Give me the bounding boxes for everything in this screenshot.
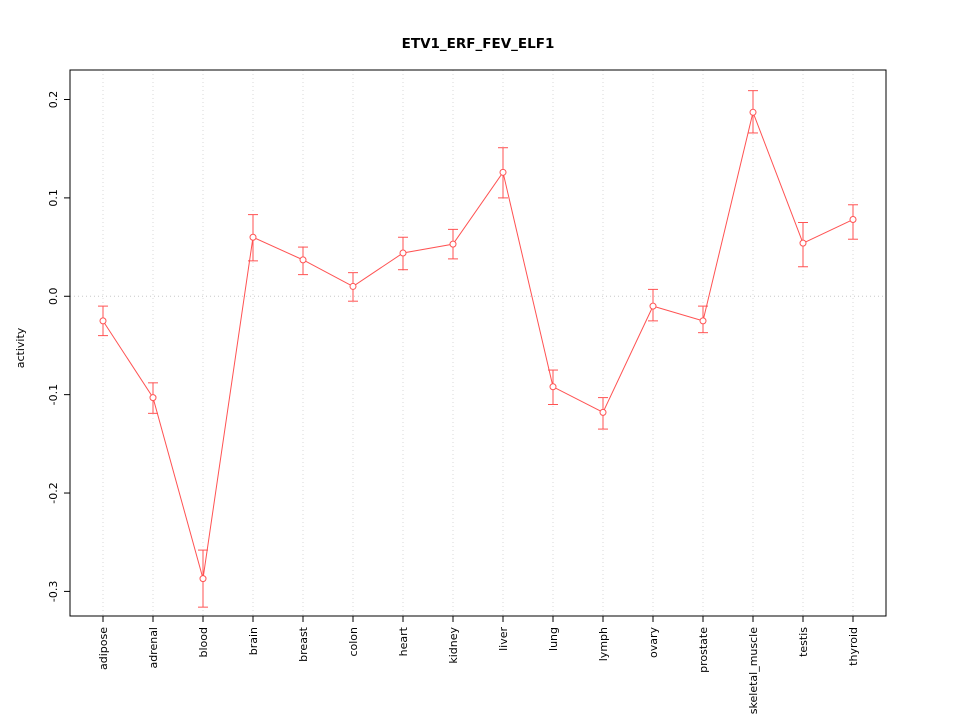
y-tick-label: -0.2 <box>47 482 60 503</box>
x-tick-label: liver <box>497 627 510 651</box>
y-tick-label: 0.1 <box>47 189 60 207</box>
y-axis-title-text: activity <box>14 327 27 369</box>
x-tick-label: blood <box>197 627 210 657</box>
x-tick-label: adipose <box>97 627 110 670</box>
x-tick-label: adrenal <box>147 627 160 669</box>
y-tick-label: -0.3 <box>47 581 60 602</box>
x-tick-label: breast <box>297 626 310 662</box>
data-point <box>399 249 407 257</box>
data-point <box>99 317 107 325</box>
x-tick-label: lymph <box>597 627 610 661</box>
data-point <box>799 239 807 247</box>
x-tick-label: skeletal_muscle <box>747 627 760 714</box>
x-tick-label: testis <box>797 627 810 657</box>
data-point <box>149 394 157 402</box>
data-point <box>349 282 357 290</box>
plot-box <box>69 69 887 617</box>
data-point <box>299 256 307 264</box>
data-point <box>749 108 757 116</box>
data-point <box>249 233 257 241</box>
data-point <box>699 317 707 325</box>
data-point <box>849 216 857 224</box>
x-tick-label: heart <box>397 626 410 656</box>
chart-title: ETV1_ERF_FEV_ELF1 <box>401 36 555 52</box>
y-tick-label: 0.2 <box>47 91 60 109</box>
data-point <box>449 240 457 248</box>
data-point <box>649 302 657 310</box>
x-tick-label: lung <box>547 627 560 651</box>
data-point <box>549 383 557 391</box>
x-tick-label: ovary <box>647 627 660 659</box>
y-tick-label: -0.1 <box>47 384 60 405</box>
data-point <box>199 575 207 583</box>
x-tick-label: kidney <box>447 627 460 664</box>
x-tick-label: colon <box>347 627 360 657</box>
x-tick-label: brain <box>247 627 260 655</box>
data-point <box>499 168 507 176</box>
x-tick-label: thyroid <box>847 627 860 666</box>
series-line <box>102 110 854 579</box>
y-tick-label: 0.0 <box>47 288 60 306</box>
x-tick-label: prostate <box>697 627 710 673</box>
data-point <box>599 408 607 416</box>
